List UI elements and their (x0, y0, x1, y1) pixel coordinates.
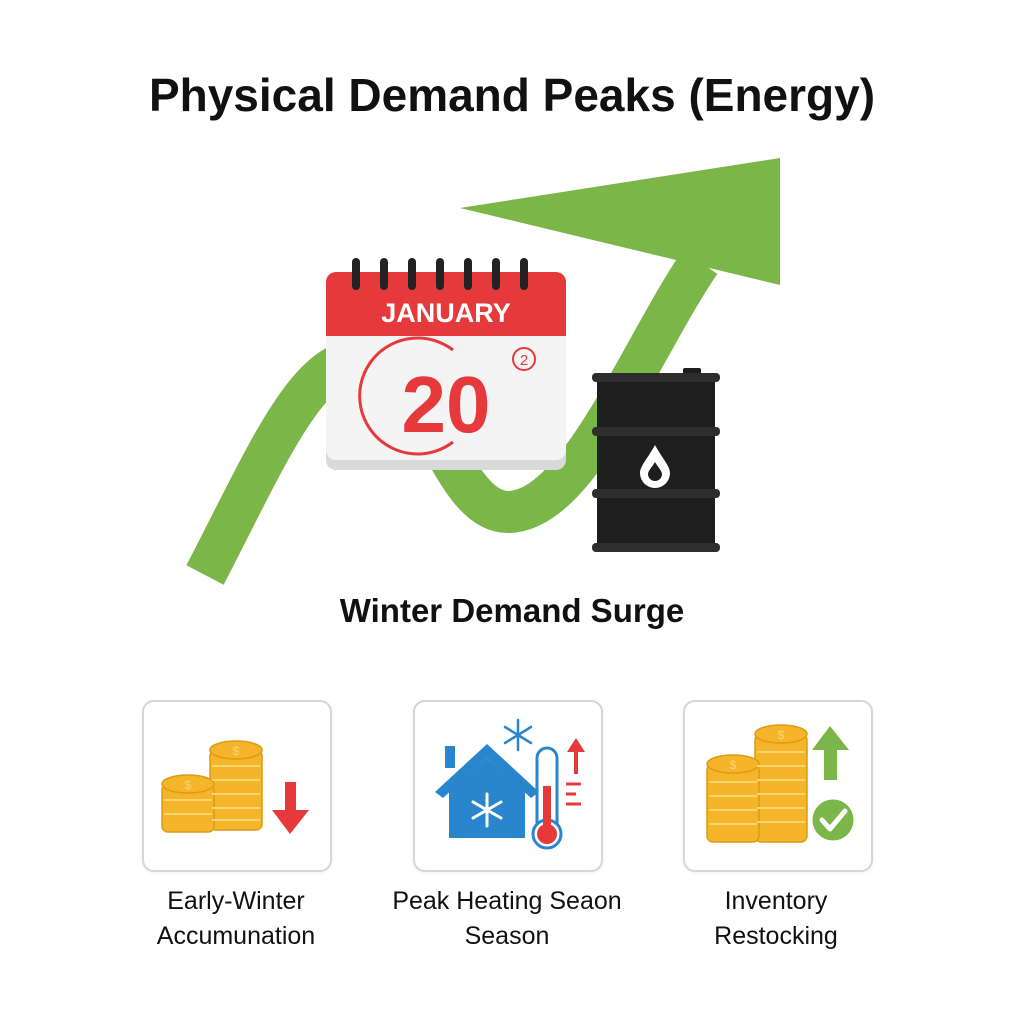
card-label-line1: Early-Winter (167, 887, 305, 915)
card-label-line1: Peak Heating Seaon (392, 887, 622, 915)
card-early-winter: $ $ (142, 700, 332, 872)
card-label-line2: Restocking (714, 922, 838, 950)
card-label-early-winter: Early-Winter Accumunation (96, 884, 376, 954)
page-title: Physical Demand Peaks (Energy) (148, 69, 876, 121)
card-label-line2: Season (464, 922, 550, 950)
coins-up-arrow-check-icon: $ $ (706, 724, 857, 844)
svg-text:$: $ (233, 744, 240, 758)
hero-illustration: JANUARY 20 2 (186, 158, 780, 585)
calendar-month: JANUARY (381, 298, 511, 328)
calendar-icon: JANUARY 20 2 (326, 258, 566, 470)
card-inventory-restocking: $ $ (683, 700, 873, 872)
svg-text:$: $ (185, 778, 192, 792)
oil-barrel-icon (592, 368, 720, 552)
coins-down-arrow-icon: $ $ (161, 740, 309, 834)
card-peak-heating (413, 700, 603, 872)
house-snowflake-thermometer-icon (435, 718, 585, 850)
calendar-superscript: 2 (520, 352, 528, 369)
snowflake-icon (471, 792, 503, 828)
svg-text:$: $ (730, 758, 737, 772)
svg-text:$: $ (778, 728, 785, 742)
thermometer-icon (531, 746, 563, 850)
card-label-line1: Inventory (724, 887, 828, 915)
calendar-day: 20 (402, 360, 491, 449)
snowflake-icon (503, 718, 533, 752)
card-label-line2: Accumunation (156, 922, 316, 950)
card-label-peak-heating: Peak Heating Seaon Season (367, 884, 647, 954)
card-label-inventory: Inventory Restocking (636, 884, 916, 954)
hero-subtitle: Winter Demand Surge (339, 592, 685, 629)
